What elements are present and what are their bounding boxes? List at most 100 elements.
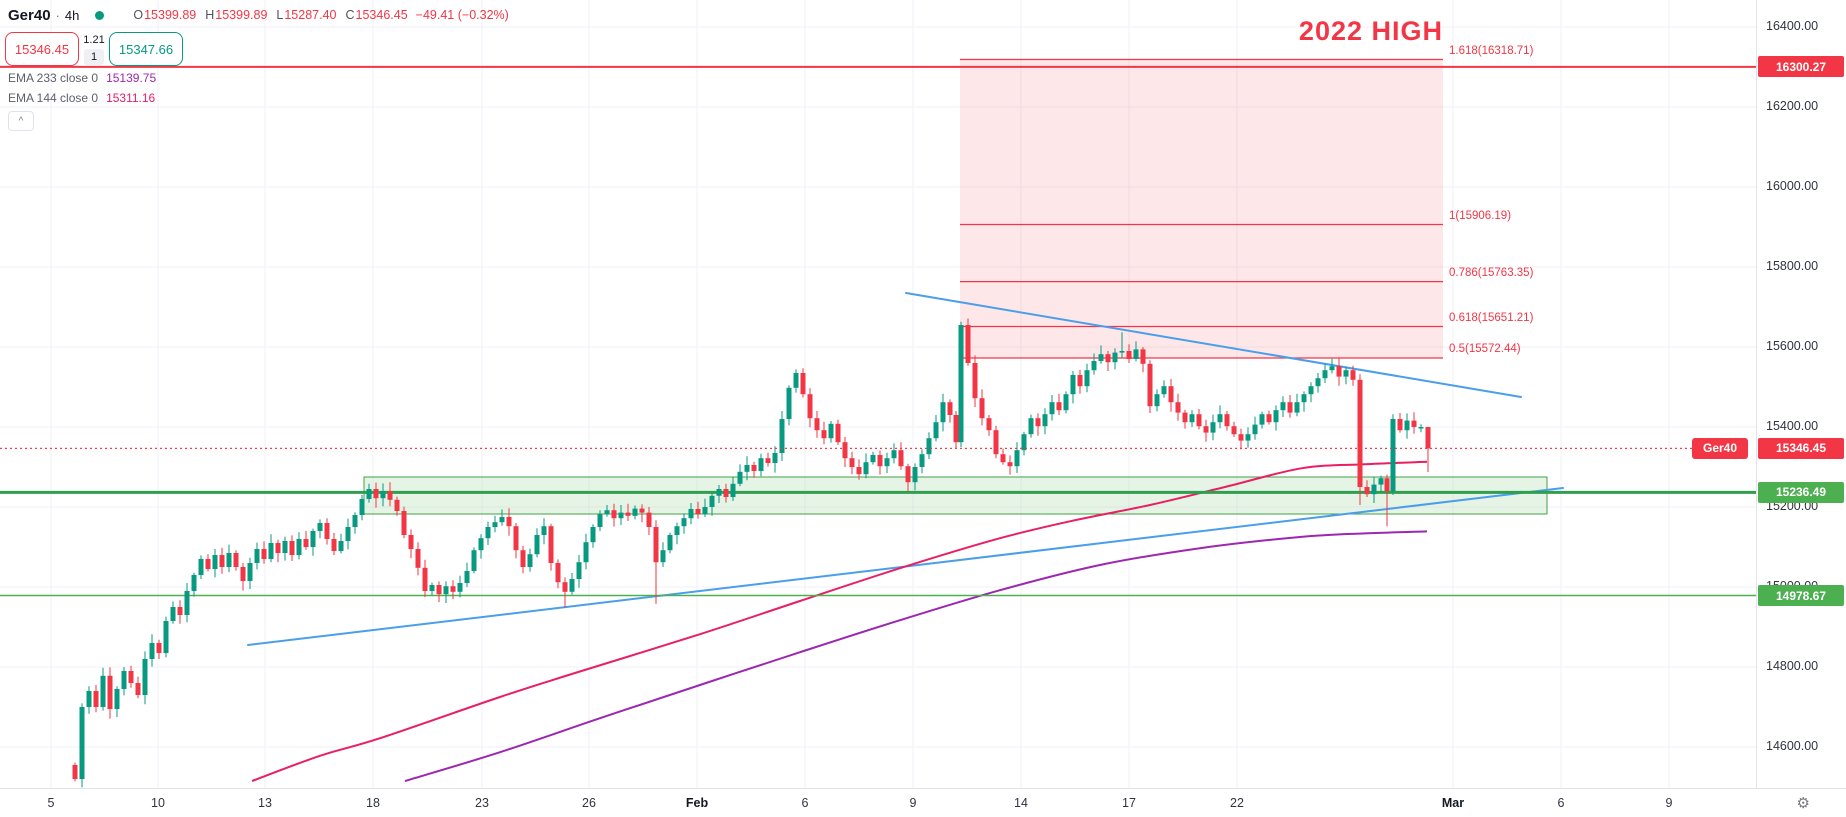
candle (646, 512, 652, 527)
candle (1077, 375, 1083, 387)
symbol-name[interactable]: Ger40 (8, 6, 51, 24)
candle (807, 394, 813, 419)
chart-legend: Ger40 · 4h O 15399.89 H 15399.89 L 15287.40… (5, 5, 509, 131)
price-badge-support2: 14978.67 (1758, 585, 1844, 607)
ema144-value: 15311.16 (106, 91, 156, 105)
candle (1371, 484, 1377, 495)
change-value: −49.41 (−0.32%) (415, 8, 509, 22)
candle (1308, 386, 1314, 395)
candle (324, 523, 330, 539)
candle (1140, 349, 1146, 364)
candle (149, 643, 155, 659)
candle (1084, 370, 1090, 387)
candle (1154, 394, 1160, 407)
candle (856, 467, 862, 475)
timezone-settings-gear-icon[interactable]: ⚙ (1796, 795, 1810, 812)
ema-line-ema144[interactable] (251, 460, 1428, 782)
candle (1266, 414, 1272, 423)
candle (562, 582, 568, 592)
candle (870, 455, 876, 463)
candle (751, 465, 757, 471)
timeframe-label[interactable]: 4h (64, 7, 80, 23)
symbol-separator: · (55, 7, 60, 23)
candle (415, 549, 421, 568)
candle (457, 583, 463, 592)
candle (191, 575, 197, 591)
candle (1336, 366, 1342, 377)
candle (1238, 434, 1244, 441)
candle (338, 541, 344, 551)
2022-high-annotation: 2022 HIGH (1298, 16, 1443, 46)
price-tick-label: 14600.00 (1766, 739, 1819, 753)
support-zone (363, 476, 1548, 515)
candle (1357, 379, 1363, 487)
candle (184, 591, 190, 615)
candle (1028, 418, 1034, 435)
candle (940, 402, 946, 423)
candle (408, 535, 414, 549)
candle (737, 471, 743, 484)
open-value: 15399.89 (144, 8, 197, 22)
candle (275, 543, 281, 553)
time-tick-label: 10 (151, 796, 165, 810)
candle (1315, 378, 1321, 387)
symbol-row: Ger40 · 4h O 15399.89 H 15399.89 L 15287.40… (8, 5, 509, 25)
candle (1322, 370, 1328, 379)
sell-button[interactable]: 15346.45 (5, 32, 79, 66)
candle (219, 555, 225, 567)
fib-level-label: 1.618(16318.71) (1449, 44, 1534, 57)
candle (779, 419, 785, 453)
candle (1105, 354, 1111, 363)
candle (128, 671, 134, 683)
candle (863, 462, 869, 475)
lot-size-box[interactable]: 1 (84, 48, 104, 65)
fib-level-label: 0.786(15763.35) (1449, 266, 1534, 279)
candle (289, 541, 295, 555)
indicator-row-ema233[interactable]: EMA 233 close 0 15139.75 (8, 68, 156, 88)
candle (1049, 402, 1055, 415)
candle (1224, 414, 1230, 427)
candle (884, 458, 890, 467)
candle (1350, 370, 1356, 380)
candle (1259, 414, 1265, 425)
candle (1161, 386, 1167, 395)
low-label: L (276, 8, 284, 22)
candle (1133, 349, 1139, 359)
candle (506, 517, 512, 527)
candle (709, 495, 715, 507)
price-tick-label: 16400.00 (1766, 19, 1819, 33)
price-tick-label: 16000.00 (1766, 179, 1819, 193)
candle (352, 515, 358, 527)
price-axis[interactable]: 16400.00 16200.00 16000.00 15800.00 15600.00… (1756, 0, 1846, 788)
ema233-label: EMA 233 close 0 (8, 71, 99, 85)
candle (618, 512, 624, 519)
candle (1182, 412, 1188, 423)
buy-button[interactable]: 15347.66 (109, 32, 183, 66)
candle (1000, 454, 1006, 463)
price-badge-support1: 15236.49 (1758, 481, 1844, 503)
indicator-row-ema144[interactable]: EMA 144 close 0 15311.16 (8, 88, 156, 108)
ema233-value: 15139.75 (106, 71, 157, 85)
trendline-descending[interactable] (905, 292, 1522, 398)
candle (758, 458, 764, 471)
candle (632, 508, 638, 516)
candle (499, 517, 505, 523)
candle (702, 507, 708, 515)
candle (891, 450, 897, 459)
candle (1329, 366, 1335, 371)
price-badge-resistance: 16300.27 (1758, 56, 1844, 78)
candle (926, 438, 932, 455)
time-tick-label: 6 (1557, 796, 1565, 810)
collapse-indicators-button chevron-up-icon[interactable]: ^ (8, 111, 34, 131)
candle (1126, 351, 1132, 359)
time-axis[interactable]: ⚙ 5 10 13 18 23 26 Feb 6 9 14 17 22 Mar 6 9 (0, 788, 1846, 817)
time-tick-label: 22 (1230, 796, 1244, 810)
time-tick-label: 26 (582, 796, 596, 810)
ema-line-ema233[interactable] (404, 530, 1428, 782)
fib-level-label: 1(15906.19) (1449, 209, 1512, 222)
candle (1343, 370, 1349, 377)
candle (716, 489, 722, 496)
candle (555, 563, 561, 583)
candle (597, 514, 603, 527)
